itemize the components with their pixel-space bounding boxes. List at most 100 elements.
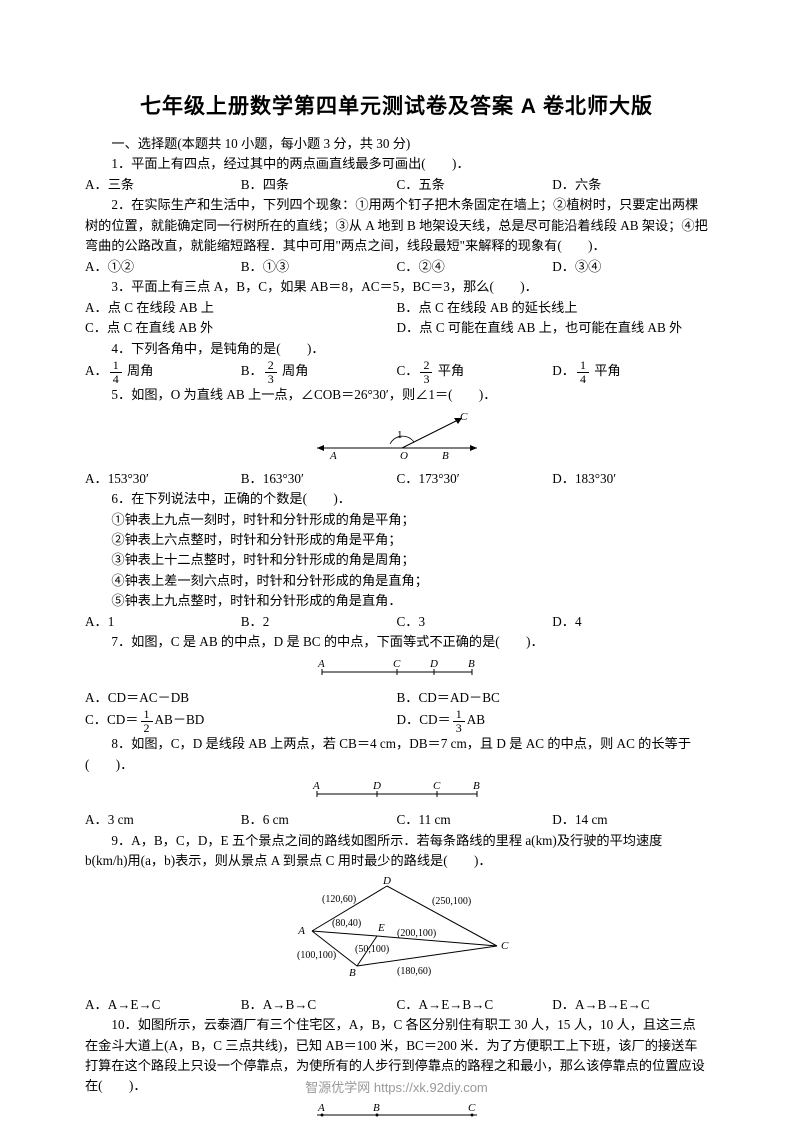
- q1-opt-c: C．五条: [397, 175, 553, 195]
- q8-opt-c: C．11 cm: [397, 810, 553, 830]
- q2-stem: 2．在实际生产和生活中，下列四个现象：①用两个钉子把木条固定在墙上；②植树时，只…: [85, 195, 708, 256]
- q9-opt-d: D．A→B→E→C: [552, 995, 708, 1015]
- q5-stem: 5．如图，O 为直线 AB 上一点，∠COB＝26°30′，则∠1＝( )．: [85, 385, 708, 405]
- page-title: 七年级上册数学第四单元测试卷及答案 A 卷北师大版: [85, 90, 708, 120]
- q3-opt-d: D．点 C 可能在直线 AB 上，也可能在直线 AB 外: [397, 318, 709, 338]
- q1-opt-b: B．四条: [241, 175, 397, 195]
- fraction-icon: 23: [265, 359, 277, 385]
- fraction-icon: 12: [141, 708, 153, 734]
- q6-stem: 6．在下列说法中，正确的个数是( )．: [85, 489, 708, 509]
- svg-text:A: A: [329, 450, 337, 460]
- q7-opt-d: D．CD＝13AB: [397, 708, 709, 734]
- angle-diagram-icon: 1 A O B C: [302, 410, 492, 460]
- q9-opt-c: C．A→E→B→C: [397, 995, 553, 1015]
- fraction-icon: 23: [420, 359, 432, 385]
- q5-opt-c: C．173°30′: [397, 469, 553, 489]
- q6-s5: ⑤钟表上九点整时，时针和分针形成的角是直角．: [85, 591, 708, 611]
- fraction-icon: 14: [110, 359, 122, 385]
- q5-opt-a: A．153°30′: [85, 469, 241, 489]
- q6-opt-b: B．2: [241, 612, 397, 632]
- svg-text:A: A: [297, 925, 305, 937]
- q8-opt-a: A．3 cm: [85, 810, 241, 830]
- svg-text:B: B: [442, 450, 449, 460]
- q6-options: A．1 B．2 C．3 D．4: [85, 612, 708, 632]
- exam-page: 七年级上册数学第四单元测试卷及答案 A 卷北师大版 一、选择题(本题共 10 小…: [0, 0, 793, 1122]
- svg-text:1: 1: [397, 429, 403, 441]
- q4-opt-c: C．23 平角: [397, 359, 553, 385]
- q1-opt-d: D．六条: [552, 175, 708, 195]
- svg-text:C: C: [501, 940, 509, 952]
- q8-figure: A D C B: [85, 779, 708, 806]
- segment-adcb-icon: A D C B: [307, 779, 487, 801]
- q5-options: A．153°30′ B．163°30′ C．173°30′ D．183°30′: [85, 469, 708, 489]
- q7-c-pre: C．CD＝: [85, 712, 139, 727]
- fraction-icon: 14: [577, 359, 589, 385]
- q6-opt-c: C．3: [397, 612, 553, 632]
- q8-opt-d: D．14 cm: [552, 810, 708, 830]
- q3-options-row2: C．点 C 在直线 AB 外 D．点 C 可能在直线 AB 上，也可能在直线 A…: [85, 318, 708, 338]
- q2-opt-d: D．③④: [552, 257, 708, 277]
- q9-stem: 9．A，B，C，D，E 五个景点之间的路线如图所示．若每条路线的里程 a(km)…: [85, 831, 708, 872]
- svg-text:(120,60): (120,60): [322, 894, 356, 905]
- segment-abc-icon: A B C: [307, 1101, 487, 1121]
- route-graph-icon: A D C E B (120,60) (250,100) (80,40) (20…: [267, 876, 527, 986]
- q7-opt-a: A．CD＝AC－DB: [85, 688, 397, 708]
- q6-s2: ②钟表上六点整时，时针和分针形成的角是平角；: [85, 530, 708, 550]
- q9-opt-b: B．A→B→C: [241, 995, 397, 1015]
- q4-c-pre: C．: [397, 363, 419, 378]
- q3-stem: 3．平面上有三点 A，B，C，如果 AB＝8，AC＝5，BC＝3，那么( )．: [85, 277, 708, 297]
- q9-options: A．A→E→C B．A→B→C C．A→E→B→C D．A→B→E→C: [85, 995, 708, 1015]
- q7-options-row2: C．CD＝12AB－BD D．CD＝13AB: [85, 708, 708, 734]
- q1-opt-a: A．三条: [85, 175, 241, 195]
- q7-stem: 7．如图，C 是 AB 的中点，D 是 BC 的中点，下面等式不正确的是( )．: [85, 632, 708, 652]
- svg-text:(100,100): (100,100): [297, 950, 336, 961]
- q6-s3: ③钟表上十二点整时，时针和分针形成的角是周角；: [85, 550, 708, 570]
- q4-a-suf: 周角: [124, 363, 154, 378]
- page-footer: 智源优学网 https://xk.92diy.com: [0, 1077, 793, 1096]
- q7-figure: A C D B: [85, 657, 708, 684]
- q8-stem: 8．如图，C，D 是线段 AB 上两点，若 CB＝4 cm，DB＝7 cm，且 …: [85, 734, 708, 775]
- q4-d-suf: 平角: [591, 363, 621, 378]
- q7-c-suf: AB－BD: [155, 712, 205, 727]
- q4-opt-a: A．14 周角: [85, 359, 241, 385]
- svg-text:C: C: [393, 658, 401, 670]
- svg-text:D: D: [429, 658, 438, 670]
- q5-figure: 1 A O B C: [85, 410, 708, 465]
- q4-b-suf: 周角: [279, 363, 309, 378]
- q4-c-suf: 平角: [434, 363, 464, 378]
- q7-options-row1: A．CD＝AC－DB B．CD＝AD－BC: [85, 688, 708, 708]
- q5-opt-b: B．163°30′: [241, 469, 397, 489]
- q7-opt-b: B．CD＝AD－BC: [397, 688, 709, 708]
- q2-opt-c: C．②④: [397, 257, 553, 277]
- fraction-icon: 13: [453, 708, 465, 734]
- svg-text:(250,100): (250,100): [432, 896, 471, 907]
- svg-text:B: B: [468, 658, 475, 670]
- q4-b-pre: B．: [241, 363, 263, 378]
- q4-opt-b: B．23 周角: [241, 359, 397, 385]
- q5-opt-d: D．183°30′: [552, 469, 708, 489]
- q1-options: A．三条 B．四条 C．五条 D．六条: [85, 175, 708, 195]
- q10-figure: A B C: [85, 1101, 708, 1126]
- q2-opt-b: B．①③: [241, 257, 397, 277]
- segment-acdb-icon: A C D B: [312, 657, 482, 679]
- svg-text:C: C: [460, 411, 468, 423]
- q3-opt-c: C．点 C 在直线 AB 外: [85, 318, 397, 338]
- svg-text:(200,100): (200,100): [397, 928, 436, 939]
- svg-text:B: B: [373, 1102, 380, 1114]
- q8-opt-b: B．6 cm: [241, 810, 397, 830]
- q2-options: A．①② B．①③ C．②④ D．③④: [85, 257, 708, 277]
- q3-opt-b: B．点 C 在线段 AB 的延长线上: [397, 298, 709, 318]
- svg-text:A: A: [317, 658, 325, 670]
- q7-d-suf: AB: [467, 712, 485, 727]
- q4-options: A．14 周角 B．23 周角 C．23 平角 D．14 平角: [85, 359, 708, 385]
- svg-text:D: D: [382, 876, 391, 887]
- svg-text:E: E: [377, 922, 385, 934]
- q7-d-pre: D．CD＝: [397, 712, 451, 727]
- svg-text:(180,60): (180,60): [397, 966, 431, 977]
- svg-text:C: C: [468, 1102, 476, 1114]
- q4-a-pre: A．: [85, 363, 108, 378]
- svg-text:(50,100): (50,100): [355, 944, 389, 955]
- q4-opt-d: D．14 平角: [552, 359, 708, 385]
- svg-text:(80,40): (80,40): [332, 918, 361, 929]
- svg-text:O: O: [400, 450, 408, 460]
